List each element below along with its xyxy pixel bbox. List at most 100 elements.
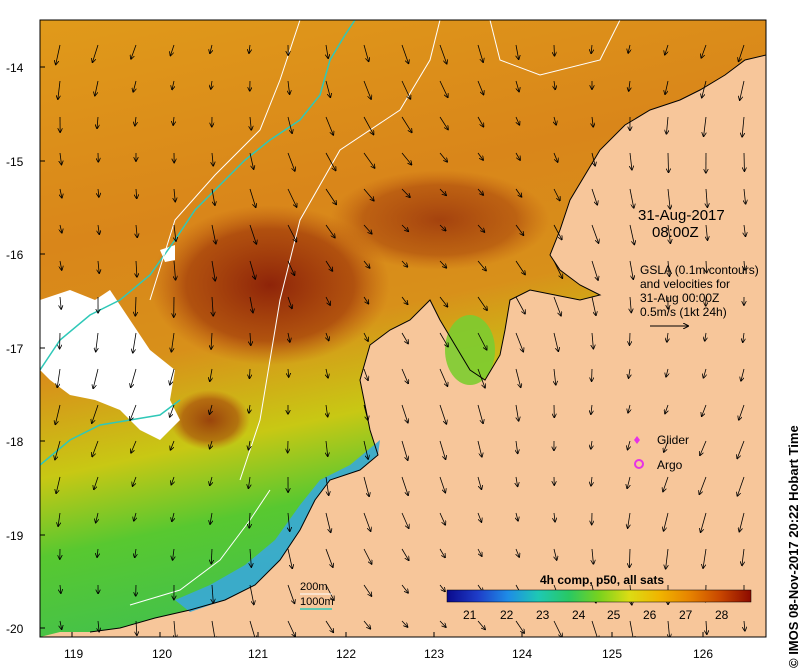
velocity-arrow: [401, 80, 410, 99]
y-tick-label: -18: [6, 435, 24, 449]
velocity-arrow: [701, 44, 707, 58]
velocity-arrow: [363, 80, 371, 99]
velocity-arrow: [210, 512, 212, 524]
velocity-arrow: [741, 368, 745, 381]
velocity-arrow: [94, 476, 99, 489]
velocity-arrow: [706, 620, 707, 634]
velocity-arrow: [60, 152, 61, 165]
velocity-arrow: [706, 188, 707, 207]
velocity-arrow: [249, 368, 250, 378]
velocity-arrow: [131, 440, 137, 453]
velocity-arrow: [742, 548, 744, 565]
velocity-arrow: [700, 440, 707, 455]
velocity-arrow: [60, 224, 62, 233]
velocity-arrow: [131, 44, 137, 59]
timestamp-date: 31-Aug-2017: [638, 207, 725, 224]
velocity-arrow: [591, 224, 599, 243]
legend-argo-label: Argo: [657, 458, 683, 472]
gsla-note-line: and velocities for: [640, 277, 730, 291]
velocity-arrow: [516, 404, 519, 421]
velocity-arrow: [592, 548, 593, 564]
velocity-arrow: [401, 476, 408, 495]
velocity-arrow: [401, 188, 410, 197]
argo-icon: [634, 459, 644, 469]
velocity-arrow: [744, 224, 745, 236]
velocity-arrow: [666, 368, 668, 377]
velocity-arrow: [136, 188, 137, 198]
x-tick-label: 124: [512, 647, 532, 661]
gsla-note-line: GSLA (0.1m contours): [640, 263, 759, 277]
velocity-arrow: [591, 152, 595, 166]
velocity-arrow: [173, 116, 174, 125]
velocity-arrow: [629, 80, 630, 91]
velocity-arrow: [553, 260, 562, 278]
velocity-arrow: [591, 404, 592, 414]
velocity-arrow: [477, 548, 482, 556]
velocity-arrow: [287, 260, 294, 275]
velocity-arrow: [173, 548, 174, 560]
velocity-arrow: [401, 152, 412, 165]
velocity-arrow: [363, 584, 371, 596]
velocity-arrow: [516, 44, 519, 59]
velocity-arrow: [60, 188, 62, 198]
velocity-arrow: [249, 404, 250, 413]
velocity-arrow: [211, 188, 215, 205]
velocity-vectors: [55, 44, 746, 637]
velocity-arrow: [477, 404, 483, 423]
velocity-arrow: [288, 332, 290, 342]
velocity-arrow: [287, 152, 295, 171]
velocity-arrow: [325, 548, 333, 567]
timestamp-time: 08:00Z: [652, 224, 699, 241]
velocity-arrow: [668, 224, 670, 243]
velocity-arrow: [249, 296, 253, 313]
velocity-arrow: [664, 512, 669, 531]
velocity-arrow: [553, 188, 560, 201]
velocity-arrow: [250, 548, 251, 567]
velocity-arrow: [628, 44, 630, 53]
velocity-arrow: [516, 512, 518, 521]
velocity-arrow: [325, 476, 329, 495]
velocity-arrow: [701, 512, 707, 532]
velocity-arrow: [171, 332, 175, 352]
gsla-note-line: 31-Aug 00:00Z: [640, 291, 719, 305]
velocity-arrow: [212, 152, 213, 166]
velocity-arrow: [57, 368, 61, 387]
velocity-arrow: [97, 116, 98, 128]
velocity-arrow: [515, 620, 524, 633]
velocity-arrow: [665, 80, 669, 94]
velocity-arrow: [96, 332, 98, 352]
velocity-arrow: [401, 116, 412, 132]
velocity-arrow: [663, 476, 669, 492]
y-tick-label: -14: [6, 61, 24, 75]
velocity-arrow: [363, 476, 369, 496]
velocity-arrow: [248, 440, 250, 450]
velocity-arrow: [363, 224, 372, 234]
velocity-arrow: [249, 260, 255, 279]
velocity-arrow: [554, 116, 556, 125]
velocity-arrow: [288, 80, 290, 94]
velocity-arrow: [477, 188, 483, 195]
velocity-arrow: [591, 476, 592, 486]
colorbar-tick: 26: [643, 608, 657, 622]
velocity-arrow: [515, 188, 522, 197]
warm-core-south: [170, 390, 250, 450]
velocity-arrow: [287, 584, 295, 603]
velocity-arrow: [703, 548, 707, 568]
velocity-arrow: [211, 548, 212, 564]
velocity-arrow: [401, 296, 408, 304]
velocity-arrow: [363, 512, 371, 531]
velocity-arrow: [211, 80, 212, 89]
velocity-arrow: [134, 512, 136, 521]
velocity-arrow: [401, 440, 408, 460]
velocity-arrow: [665, 404, 668, 414]
velocity-arrow: [477, 224, 484, 232]
velocity-arrow: [325, 584, 334, 600]
velocity-arrow: [325, 260, 332, 271]
credit-text: © IMOS 08-Nov-2017 20:22 Hobart Time: [786, 425, 801, 668]
velocity-arrow: [174, 224, 176, 241]
velocity-arrow: [439, 116, 448, 130]
velocity-arrow: [133, 332, 137, 353]
velocity-arrow: [668, 260, 669, 276]
legend: Glider Argo: [634, 433, 689, 472]
velocity-arrow: [668, 188, 670, 209]
